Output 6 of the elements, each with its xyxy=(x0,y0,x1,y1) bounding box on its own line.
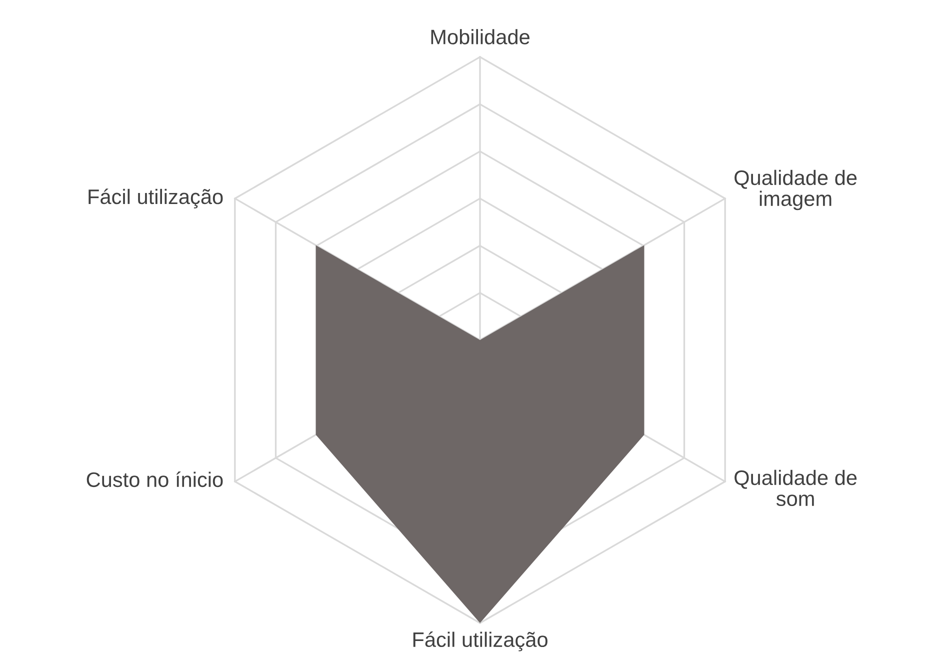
spoke-label: Qualidade de som xyxy=(734,470,857,506)
spoke-label: Custo no ínicio xyxy=(86,472,223,488)
spoke-label: Fácil utilização xyxy=(413,631,548,652)
spoke-label: Fácil utilização xyxy=(88,188,223,208)
spoke-label: Mobilidade xyxy=(431,29,530,44)
spoke-label: Qualidade de imagem xyxy=(734,170,857,210)
